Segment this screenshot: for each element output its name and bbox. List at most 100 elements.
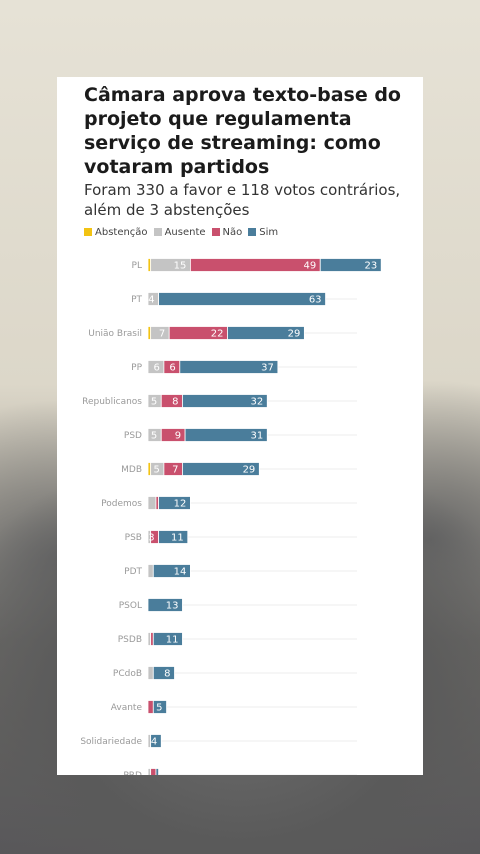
legend-item-ausente: Ausente [153, 226, 206, 238]
legend-swatch [153, 228, 162, 236]
category-label: PSOL [119, 601, 142, 611]
bar-row: PT 4 63 [131, 292, 357, 306]
bar-row: Solidariedade 4 [80, 734, 357, 748]
category-label: PP [131, 363, 142, 373]
data-label: 32 [251, 397, 264, 408]
legend: Abstenção Ausente Não Sim [84, 225, 278, 239]
category-label: Republicanos [82, 397, 142, 407]
data-label: 7 [172, 465, 178, 476]
category-label: Podemos [101, 499, 142, 509]
bar-segment [319, 258, 382, 272]
data-label: 63 [309, 295, 322, 306]
bar-segment [158, 292, 326, 306]
legend-label: Ausente [164, 226, 206, 238]
bar-row: PCdoB 8 [113, 666, 357, 680]
bar-segment [184, 428, 268, 442]
category-label: PSD [124, 431, 142, 441]
data-label: 8 [164, 669, 170, 680]
legend-label: Sim [259, 226, 279, 238]
bar-segment [158, 496, 191, 510]
data-label: 14 [174, 567, 187, 578]
bar-segment [152, 666, 175, 680]
data-label: 7 [159, 329, 165, 340]
legend-item-sim: Sim [248, 227, 278, 238]
data-label: 8 [172, 397, 178, 408]
data-label: 29 [288, 329, 301, 340]
bar-segment [152, 632, 183, 646]
bar-segment [158, 530, 189, 544]
legend-label: Abstenção [95, 226, 148, 238]
bar-segment [150, 768, 157, 775]
bar-row: Podemos 12 [101, 496, 357, 510]
data-label: 5 [154, 465, 160, 476]
data-label: 31 [251, 431, 264, 442]
bar-segment [147, 564, 154, 578]
data-label: 9 [175, 431, 181, 442]
category-label: União Brasil [88, 329, 142, 339]
data-label: 13 [166, 601, 179, 612]
bar-row: PL 15 49 23 [132, 258, 382, 272]
bar-segment [147, 496, 157, 510]
data-label: 11 [166, 635, 179, 646]
bar-row: PRD [123, 768, 357, 775]
category-label: Solidariedade [80, 737, 142, 747]
data-label: 29 [243, 465, 256, 476]
category-label: PL [132, 261, 142, 271]
legend-swatch [84, 228, 92, 236]
bar-segment [179, 360, 279, 374]
category-label: PRD [123, 771, 142, 775]
data-label: 15 [174, 261, 187, 272]
bar-row: PSD 5 9 31 [124, 428, 357, 442]
bar-segment [147, 598, 183, 612]
bar-row: PSDB 11 [118, 632, 357, 646]
category-label: PDT [124, 567, 142, 577]
bar-row: Avante 5 [111, 700, 357, 714]
data-label: 6 [169, 363, 175, 374]
data-label: 11 [171, 533, 184, 544]
data-label: 6 [154, 363, 160, 374]
data-label: 5 [156, 703, 162, 714]
bar-row: MDB 5 7 29 [121, 462, 357, 476]
bar-segment [152, 700, 167, 714]
bar-row: PSB 3 11 [125, 530, 357, 544]
bar-row: PSOL 13 [119, 598, 357, 612]
category-label: Avante [111, 703, 143, 713]
chart-card: Câmara aprova texto-base do projeto que … [57, 77, 423, 775]
data-label: 4 [151, 737, 157, 748]
legend-label: Não [222, 226, 243, 238]
data-label: 23 [364, 261, 377, 272]
bar-segment [147, 666, 154, 680]
category-label: PSDB [118, 635, 142, 645]
legend-swatch [248, 228, 257, 236]
data-label: 22 [211, 329, 224, 340]
bar-row: Republicanos 5 8 32 [82, 394, 357, 408]
category-label: PCdoB [113, 669, 142, 679]
bar-segment [147, 768, 152, 775]
bar-segment [189, 258, 321, 272]
data-label: 49 [304, 261, 317, 272]
bar-segment [182, 394, 268, 408]
data-label: 5 [151, 397, 157, 408]
bar-segment [227, 326, 305, 340]
chart-title: Câmara aprova texto-base do projeto que … [84, 84, 401, 178]
bar-segment [147, 700, 154, 714]
bar-segment [150, 734, 162, 748]
data-label: 12 [174, 499, 187, 510]
bar-segment [182, 462, 260, 476]
bar-segment [155, 768, 159, 775]
bar-segment [152, 564, 191, 578]
bar-row: PP 6 6 37 [131, 360, 357, 374]
bar-segment [160, 428, 186, 442]
bar-row: PDT 14 [124, 564, 357, 578]
category-label: PSB [125, 533, 142, 543]
legend-swatch [211, 228, 220, 236]
legend-item-abstencao: Abstenção [84, 227, 148, 238]
category-label: MDB [121, 465, 142, 475]
data-label: 3 [148, 533, 154, 544]
data-label: 4 [148, 295, 154, 306]
category-label: PT [131, 295, 142, 305]
bar-row: União Brasil 7 22 29 [88, 326, 357, 340]
chart-subtitle: Foram 330 a favor e 118 votos contrários… [84, 181, 401, 219]
data-label: 5 [151, 431, 157, 442]
